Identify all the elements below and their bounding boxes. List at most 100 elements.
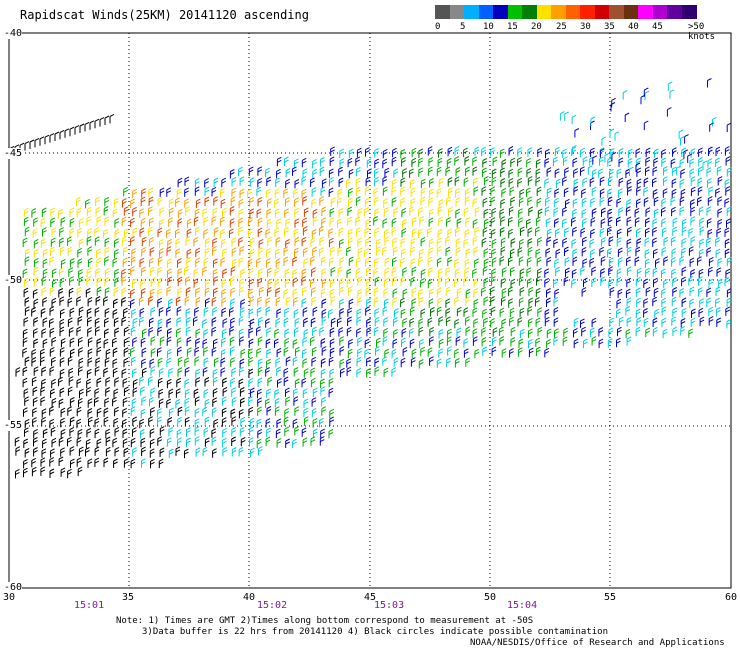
wind-barb	[249, 296, 255, 306]
wind-barb	[724, 146, 730, 156]
wind-barb	[248, 327, 254, 337]
wind-barb	[159, 336, 165, 346]
wind-barb	[672, 307, 678, 317]
wind-barb	[563, 156, 568, 166]
wind-barb	[680, 318, 686, 328]
wind-barb	[409, 168, 414, 178]
wind-barb	[185, 206, 190, 216]
wind-barb	[607, 226, 612, 236]
wind-barb	[277, 378, 282, 388]
wind-barb	[248, 308, 254, 319]
wind-barb	[571, 114, 577, 125]
wind-barb	[311, 267, 316, 277]
wind-barb	[177, 268, 183, 278]
legend-label: 35	[604, 22, 615, 32]
wind-barb	[428, 247, 434, 257]
wind-barb	[357, 237, 363, 247]
wind-barb	[311, 296, 317, 307]
wind-barb	[141, 358, 146, 368]
wind-barb	[500, 198, 506, 209]
wind-barb	[177, 287, 183, 297]
wind-barb	[222, 386, 228, 397]
wind-barb	[683, 149, 689, 159]
wind-barb	[672, 277, 677, 287]
wind-barb	[409, 179, 415, 189]
wind-barb	[348, 168, 354, 179]
wind-barb	[130, 326, 136, 336]
wind-barb	[583, 338, 588, 349]
wind-barb	[157, 436, 163, 446]
wind-barb	[616, 228, 622, 239]
wind-barb	[257, 428, 263, 439]
wind-barb	[293, 388, 298, 398]
wind-barb	[69, 276, 74, 286]
wind-barb	[230, 287, 236, 297]
wind-barb	[33, 317, 39, 327]
wind-barb	[374, 148, 379, 158]
wind-barb	[562, 218, 567, 228]
wind-barb	[527, 147, 533, 157]
wind-barb	[240, 397, 245, 407]
wind-barb	[545, 217, 551, 228]
wind-barb	[51, 378, 56, 389]
wind-barb	[328, 428, 334, 439]
wind-barb	[284, 408, 290, 418]
wind-barb	[517, 177, 523, 188]
wind-barb	[283, 246, 289, 256]
wind-barb	[455, 167, 461, 177]
wind-barb	[604, 152, 610, 163]
wind-barb	[267, 278, 273, 289]
wind-barb	[274, 188, 280, 198]
wind-barb	[374, 158, 380, 169]
wind-barb	[383, 277, 389, 288]
wind-barb	[672, 326, 678, 337]
wind-barb	[194, 356, 200, 366]
wind-barb	[725, 156, 731, 166]
wind-barb	[312, 208, 318, 219]
wind-barb	[39, 136, 45, 146]
wind-barb	[348, 187, 353, 198]
wind-barb	[418, 228, 423, 239]
wind-barb	[356, 147, 362, 158]
wind-barb	[49, 418, 55, 429]
wind-barb	[663, 278, 668, 289]
wind-barb	[139, 227, 145, 237]
wind-barb	[339, 158, 345, 168]
wind-barb	[373, 326, 379, 337]
wind-barb	[320, 256, 326, 266]
wind-barb	[346, 178, 351, 188]
wind-barb	[212, 368, 218, 379]
wind-barb	[59, 246, 65, 256]
wind-barb	[454, 358, 460, 368]
wind-barb	[519, 268, 525, 278]
wind-barb	[310, 237, 316, 247]
wind-barb	[410, 258, 416, 268]
wind-barb	[293, 367, 299, 377]
wind-barb	[562, 237, 568, 248]
wind-barb	[573, 178, 579, 188]
wind-barb	[44, 134, 50, 145]
wind-barb	[229, 169, 235, 179]
wind-barb	[114, 277, 120, 287]
wind-barb	[249, 426, 254, 436]
wind-barb	[257, 358, 263, 368]
wind-barb	[114, 377, 120, 387]
wind-barb	[446, 357, 451, 367]
wind-barb	[517, 347, 523, 357]
wind-barb	[409, 206, 415, 216]
wind-barb	[139, 296, 144, 306]
wind-barb	[726, 287, 732, 298]
wind-barb	[184, 366, 190, 377]
wind-barb	[265, 398, 270, 408]
wind-barb	[456, 306, 462, 317]
wind-barb	[195, 297, 201, 307]
wind-barb	[24, 256, 30, 266]
wind-barb	[465, 217, 470, 227]
wind-barb	[337, 218, 342, 228]
wind-barb	[726, 167, 732, 177]
wind-barb	[536, 186, 542, 197]
wind-barb	[105, 376, 111, 387]
wind-barb	[519, 188, 525, 199]
wind-barb	[220, 348, 226, 359]
wind-barb	[455, 188, 460, 198]
